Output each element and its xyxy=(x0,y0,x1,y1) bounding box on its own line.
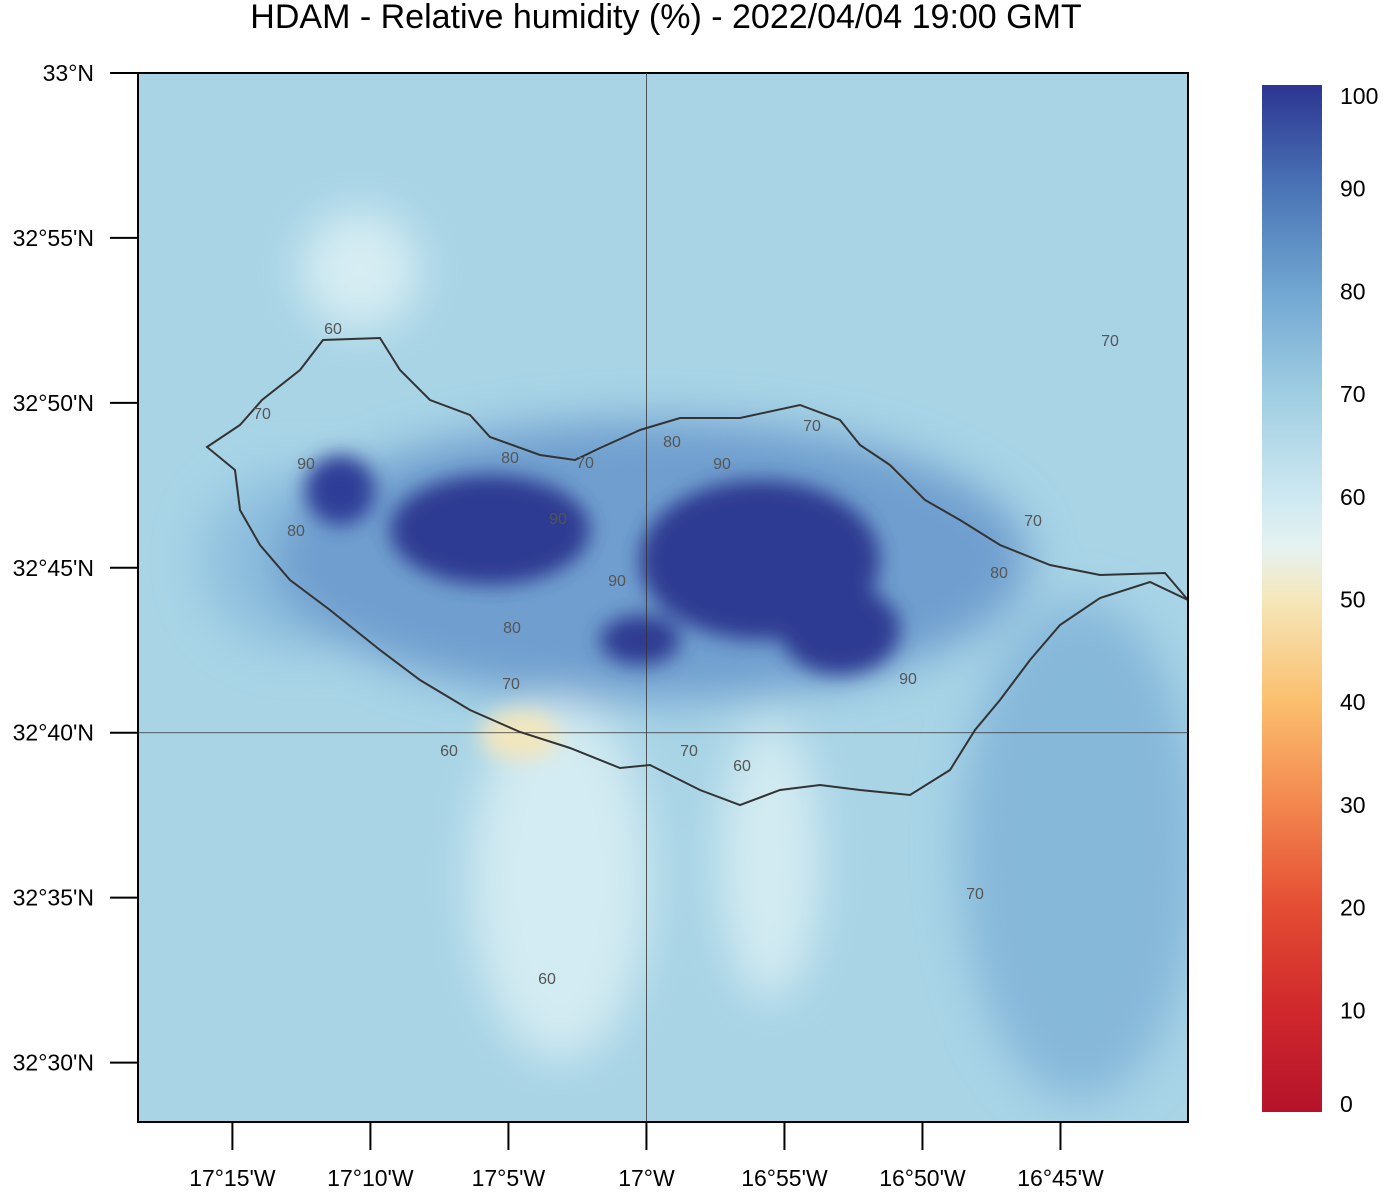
lat-tick-label: 32°50'N xyxy=(13,390,94,416)
map-frame xyxy=(137,72,1189,1123)
contour-label: 70 xyxy=(1024,513,1042,530)
colorbar-tick-label: 70 xyxy=(1340,381,1366,407)
contour-label: 60 xyxy=(538,971,556,988)
lon-tick-label: 16°45'W xyxy=(1017,1165,1104,1189)
contour-label: 70 xyxy=(576,455,594,472)
colorbar-tick-label: 20 xyxy=(1340,895,1366,921)
contour-label: 90 xyxy=(297,456,315,473)
contour-label: 80 xyxy=(287,523,305,540)
contour-label: 70 xyxy=(253,406,271,423)
lon-tick-label: 16°50'W xyxy=(879,1165,966,1189)
colorbar-tick-label: 60 xyxy=(1340,484,1366,510)
colorbar xyxy=(1262,85,1322,1112)
colorbar-tick-label: 0 xyxy=(1340,1091,1353,1117)
colorbar-tick-label: 100 xyxy=(1340,83,1378,109)
contour-label: 60 xyxy=(733,758,751,775)
lat-tick-label: 32°35'N xyxy=(13,885,94,911)
colorbar-tick-label: 10 xyxy=(1340,997,1366,1023)
contour-label: 60 xyxy=(440,743,458,760)
contour-label: 90 xyxy=(713,456,731,473)
colorbar-tick-label: 40 xyxy=(1340,689,1366,715)
contour-label: 80 xyxy=(663,434,681,451)
lat-tick-label: 32°40'N xyxy=(13,720,94,746)
lat-tick-label: 32°55'N xyxy=(13,225,94,251)
contour-label: 70 xyxy=(1101,333,1119,350)
lat-tick-label: 32°30'N xyxy=(13,1050,94,1076)
colorbar-tick-label: 30 xyxy=(1340,792,1366,818)
lat-tick-label: 33°N xyxy=(43,60,94,86)
contour-label: 80 xyxy=(990,565,1008,582)
map-title: HDAM - Relative humidity (%) - 2022/04/0… xyxy=(250,0,1081,36)
contour-label: 70 xyxy=(680,743,698,760)
contour-label: 70 xyxy=(502,676,520,693)
contour-label: 70 xyxy=(803,418,821,435)
contour-label: 90 xyxy=(608,573,626,590)
lon-tick-label: 17°15'W xyxy=(189,1165,276,1189)
humidity-field xyxy=(138,73,1188,1122)
lon-tick-label: 17°W xyxy=(618,1165,675,1189)
contour-label: 80 xyxy=(503,620,521,637)
lon-tick-label: 17°5'W xyxy=(472,1165,546,1189)
contour-label: 60 xyxy=(324,321,342,338)
lon-tick-label: 17°10'W xyxy=(327,1165,414,1189)
colorbar-tick-label: 90 xyxy=(1340,176,1366,202)
contour-label: 90 xyxy=(549,511,567,528)
lon-tick-label: 16°55'W xyxy=(741,1165,828,1189)
colorbar-tick-label: 50 xyxy=(1340,587,1366,613)
contour-label: 80 xyxy=(501,450,519,467)
colorbar-tick-label: 80 xyxy=(1340,278,1366,304)
coastline xyxy=(205,336,1188,807)
contour-label: 70 xyxy=(966,886,984,903)
contour-label: 90 xyxy=(899,671,917,688)
lat-tick-label: 32°45'N xyxy=(13,555,94,581)
